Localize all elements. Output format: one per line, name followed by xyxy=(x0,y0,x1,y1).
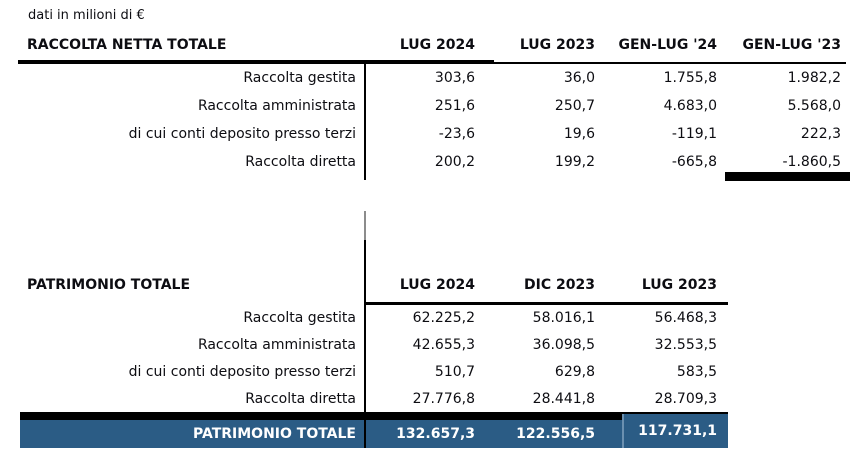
t2-total-top-bar xyxy=(20,412,728,420)
value-cell: 583,5 xyxy=(676,364,717,380)
t2-vertical-rule xyxy=(364,240,366,448)
table-row: Raccolta amministrata 251,6 250,7 4.683,… xyxy=(0,92,848,120)
row-label: di cui conti deposito presso terzi xyxy=(128,364,356,380)
total-row-label: PATRIMONIO TOTALE xyxy=(192,426,356,442)
t2-col-header-dic-2023: DIC 2023 xyxy=(524,277,595,293)
value-cell: 32.553,5 xyxy=(654,337,717,353)
value-cell: 19,6 xyxy=(563,126,595,142)
patrimonio-title: PATRIMONIO TOTALE xyxy=(27,277,191,293)
row-label: Raccolta gestita xyxy=(243,310,356,326)
value-cell: 28.709,3 xyxy=(654,391,717,407)
value-cell: 36,0 xyxy=(563,70,595,86)
patrimonio-total-row: PATRIMONIO TOTALE 132.657,3 122.556,5 11… xyxy=(0,420,848,448)
value-cell: 303,6 xyxy=(434,70,475,86)
t2-col-header-lug-2023: LUG 2023 xyxy=(641,277,717,293)
value-cell: 62.225,2 xyxy=(412,310,475,326)
table-row: Raccolta amministrata 42.655,3 36.098,5 … xyxy=(0,332,848,359)
value-cell: -665,8 xyxy=(671,154,717,170)
total-value-cell: 117.731,1 xyxy=(602,420,724,448)
value-cell: -1.860,5 xyxy=(782,154,842,170)
units-note: dati in milioni di € xyxy=(28,8,145,23)
total-value-raised: 117.731,1 xyxy=(638,423,717,439)
table-row: Raccolta gestita 303,6 36,0 1.755,8 1.98… xyxy=(0,64,848,92)
total-value-cell: 122.556,5 xyxy=(516,426,595,442)
row-label: Raccolta amministrata xyxy=(197,98,356,114)
row-label: di cui conti deposito presso terzi xyxy=(128,126,356,142)
raccolta-netta-title: RACCOLTA NETTA TOTALE xyxy=(27,37,227,53)
raccolta-netta-header-row: RACCOLTA NETTA TOTALE LUG 2024 LUG 2023 … xyxy=(0,30,848,60)
value-cell: 250,7 xyxy=(554,98,595,114)
value-cell: 56.468,3 xyxy=(654,310,717,326)
value-cell: 629,8 xyxy=(554,364,595,380)
value-cell: 5.568,0 xyxy=(787,98,841,114)
table-row: Raccolta gestita 62.225,2 58.016,1 56.46… xyxy=(0,305,848,332)
value-cell: 1.755,8 xyxy=(663,70,717,86)
t1-vertical-rule xyxy=(364,64,366,180)
value-cell: 510,7 xyxy=(434,364,475,380)
value-cell: 58.016,1 xyxy=(532,310,595,326)
value-cell: 27.776,8 xyxy=(412,391,475,407)
t1-col-header-lug-2023: LUG 2023 xyxy=(519,37,595,53)
t1-header-rule-thin xyxy=(494,62,846,64)
table-row: Raccolta diretta 27.776,8 28.441,8 28.70… xyxy=(0,386,848,413)
value-cell: 251,6 xyxy=(434,98,475,114)
table-row: Raccolta diretta 200,2 199,2 -665,8 -1.8… xyxy=(0,148,848,176)
value-cell: -119,1 xyxy=(671,126,717,142)
patrimonio-header-row: PATRIMONIO TOTALE LUG 2024 DIC 2023 LUG … xyxy=(0,268,848,302)
value-cell: 28.441,8 xyxy=(532,391,595,407)
t1-last-column-end-bar xyxy=(725,172,850,181)
t2-header-rule xyxy=(364,302,728,305)
value-cell: 199,2 xyxy=(554,154,595,170)
value-cell: 4.683,0 xyxy=(663,98,717,114)
t1-col-header-gen-lug-24: GEN-LUG '24 xyxy=(618,37,717,53)
row-label: Raccolta diretta xyxy=(245,391,356,407)
t1-header-rule-thick xyxy=(18,60,494,64)
value-cell: 222,3 xyxy=(800,126,841,142)
t2-total-background xyxy=(20,420,728,448)
table-row: di cui conti deposito presso terzi -23,6… xyxy=(0,120,848,148)
row-label: Raccolta gestita xyxy=(243,70,356,86)
table-row: di cui conti deposito presso terzi 510,7… xyxy=(0,359,848,386)
value-cell: -23,6 xyxy=(438,126,475,142)
row-label: Raccolta diretta xyxy=(245,154,356,170)
t2-vertical-rule-gray xyxy=(364,211,366,240)
total-value-cell: 132.657,3 xyxy=(396,426,475,442)
row-label: Raccolta amministrata xyxy=(197,337,356,353)
t1-col-header-lug-2024: LUG 2024 xyxy=(399,37,475,53)
value-cell: 36.098,5 xyxy=(532,337,595,353)
value-cell: 200,2 xyxy=(434,154,475,170)
t2-total-last-cell-background xyxy=(622,414,728,448)
value-cell: 1.982,2 xyxy=(787,70,841,86)
t1-col-header-gen-lug-23: GEN-LUG '23 xyxy=(742,37,841,53)
value-cell: 42.655,3 xyxy=(412,337,475,353)
t2-col-header-lug-2024: LUG 2024 xyxy=(399,277,475,293)
